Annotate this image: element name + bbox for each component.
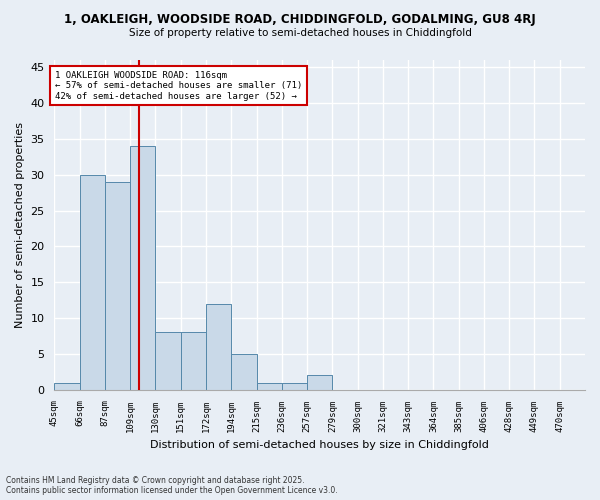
Text: Size of property relative to semi-detached houses in Chiddingfold: Size of property relative to semi-detach…: [128, 28, 472, 38]
X-axis label: Distribution of semi-detached houses by size in Chiddingfold: Distribution of semi-detached houses by …: [150, 440, 489, 450]
Text: Contains HM Land Registry data © Crown copyright and database right 2025.
Contai: Contains HM Land Registry data © Crown c…: [6, 476, 338, 495]
Bar: [130, 146, 155, 390]
Bar: [181, 332, 206, 390]
Text: 1 OAKLEIGH WOODSIDE ROAD: 116sqm
← 57% of semi-detached houses are smaller (71)
: 1 OAKLEIGH WOODSIDE ROAD: 116sqm ← 57% o…: [55, 71, 302, 101]
Text: 1, OAKLEIGH, WOODSIDE ROAD, CHIDDINGFOLD, GODALMING, GU8 4RJ: 1, OAKLEIGH, WOODSIDE ROAD, CHIDDINGFOLD…: [64, 12, 536, 26]
Bar: [80, 174, 105, 390]
Y-axis label: Number of semi-detached properties: Number of semi-detached properties: [15, 122, 25, 328]
Bar: [257, 382, 282, 390]
Bar: [206, 304, 231, 390]
Bar: [231, 354, 257, 390]
Bar: [307, 376, 332, 390]
Bar: [105, 182, 130, 390]
Bar: [282, 382, 307, 390]
Bar: [155, 332, 181, 390]
Bar: [55, 382, 80, 390]
